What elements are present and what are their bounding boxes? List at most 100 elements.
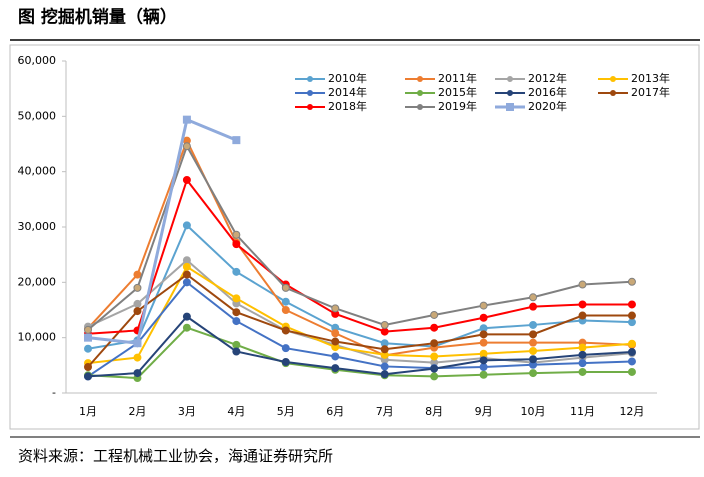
marker [627,357,636,366]
marker [232,340,241,349]
legend-label: 2018年 [328,99,367,113]
marker [281,283,290,292]
y-tick-label: 40,000 [18,165,57,178]
marker [232,136,241,145]
marker [133,339,142,348]
marker [578,311,587,320]
marker [380,370,389,379]
legend-marker [417,90,423,96]
marker [380,320,389,329]
legend-marker [307,76,313,82]
marker [281,306,290,314]
marker [529,320,538,329]
marker [380,345,389,354]
marker [331,304,340,313]
series-line [87,223,632,350]
x-tick-label: 9月 [475,405,493,418]
y-tick-label: 60,000 [18,54,57,67]
marker [133,369,142,378]
marker [84,344,92,353]
marker [133,270,142,279]
marker [232,317,241,326]
legend-marker [610,76,616,82]
x-tick-label: 10月 [521,405,546,418]
y-tick-label: - [52,386,56,399]
y-tick-label: 30,000 [18,220,57,233]
marker [182,142,191,151]
series-line [87,143,633,331]
marker [479,330,488,339]
marker [182,262,191,271]
marker [529,369,538,378]
x-tick-label: 12月 [619,405,644,418]
legend-label: 2017年 [631,85,670,99]
legend-label: 2019年 [438,99,477,113]
marker [627,311,636,320]
marker [627,348,636,357]
marker [578,280,587,289]
marker [529,330,538,339]
chart-frame [9,44,700,430]
marker [479,356,488,365]
legend-marker [610,90,616,96]
marker [232,308,241,317]
marker [281,344,290,353]
marker [430,372,439,381]
marker [182,221,191,230]
legend-label: 2015年 [438,85,477,99]
legend-marker [307,104,313,110]
marker [133,283,142,292]
series-line [87,326,632,380]
marker [331,364,340,373]
series-line [87,265,633,365]
marker [430,364,439,373]
marker [331,337,340,346]
x-tick-label: 6月 [326,405,344,418]
marker [232,240,241,249]
legend-label: 2012年 [528,71,567,85]
y-tick-label: 50,000 [18,109,57,122]
x-tick-label: 5月 [277,405,295,418]
source: 资料来源：工程机械工业协会，海通证券研究所 [18,447,333,465]
x-tick-label: 4月 [227,405,245,418]
x-tick-label: 3月 [178,405,196,418]
marker [578,300,587,309]
marker [627,300,636,309]
legend-marker [307,90,313,96]
marker [133,307,142,316]
x-tick-label: 8月 [425,405,443,418]
marker [430,352,439,361]
marker [281,358,290,367]
marker [627,339,636,348]
marker [529,338,538,347]
marker [529,355,538,364]
marker [380,327,389,336]
marker [331,329,340,338]
series-line [87,273,632,368]
marker [182,256,191,265]
legend-label: 2010年 [328,71,367,85]
marker [529,302,538,311]
marker [232,230,241,239]
legend-label: 2020年 [528,99,567,113]
marker [232,267,241,276]
legend-marker [417,76,423,82]
marker [578,367,587,376]
marker [430,323,439,332]
marker [84,325,92,334]
series-line [87,280,632,378]
marker [479,370,488,379]
marker [578,350,587,359]
chart-title: 图 挖掘机销量（辆） [18,7,177,28]
marker [627,318,636,327]
marker [479,338,488,347]
legend-marker [507,76,513,82]
marker [578,343,587,352]
marker [331,352,340,361]
marker [84,372,92,381]
marker [380,362,389,371]
marker [578,359,587,368]
marker [479,349,488,358]
